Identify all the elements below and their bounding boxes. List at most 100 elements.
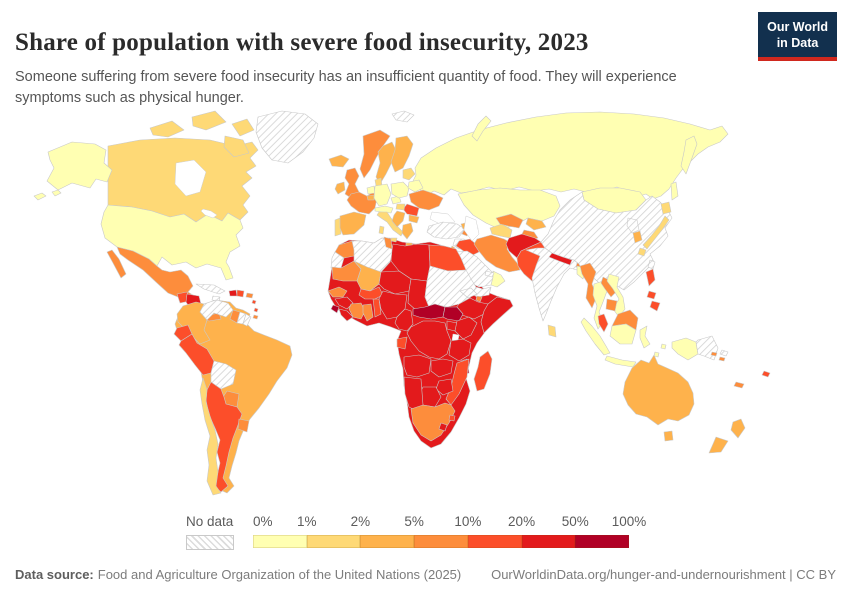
country-philippines[interactable] <box>645 268 661 312</box>
country-cameroon[interactable] <box>394 308 414 332</box>
country-poland[interactable] <box>390 181 410 199</box>
country-kyrgyzstan[interactable] <box>525 217 547 231</box>
country-sweden[interactable] <box>375 141 397 185</box>
country-netherlands[interactable] <box>366 185 376 195</box>
country-finland[interactable] <box>390 135 414 173</box>
caspian-sea <box>463 215 480 242</box>
country-zambia[interactable] <box>430 358 454 378</box>
owid-logo-line2: in Data <box>776 36 819 51</box>
country-sri-lanka[interactable] <box>547 324 557 338</box>
country-hungary[interactable] <box>395 203 406 211</box>
country-belarus[interactable] <box>407 179 424 193</box>
country-papua-new-guinea[interactable] <box>695 335 729 361</box>
country-mexico[interactable] <box>106 246 197 303</box>
country-greenland[interactable] <box>255 110 319 164</box>
country-ghana[interactable] <box>362 303 374 322</box>
footer-link[interactable]: OurWorldinData.org/hunger-and-undernouri… <box>491 567 836 582</box>
country-belgium[interactable] <box>366 194 375 201</box>
legend-bin-2-5%[interactable] <box>360 535 415 548</box>
country-uzbekistan[interactable] <box>495 213 524 229</box>
country-lesser-antilles[interactable] <box>251 299 259 313</box>
country-haiti[interactable] <box>228 289 238 297</box>
legend-bin-5-10%[interactable] <box>414 535 468 548</box>
country-myanmar[interactable] <box>579 262 598 309</box>
country-fiji[interactable] <box>761 370 771 378</box>
country-senegal-gambia[interactable] <box>327 286 348 298</box>
country-iceland[interactable] <box>328 154 350 168</box>
country-ukraine[interactable] <box>408 189 444 211</box>
country-kazakhstan[interactable] <box>457 187 561 230</box>
owid-logo[interactable]: Our World in Data <box>758 12 837 61</box>
country-venezuela[interactable] <box>199 299 234 321</box>
country-norway[interactable] <box>359 129 391 179</box>
country-tanzania[interactable] <box>448 338 472 362</box>
country-japan[interactable] <box>637 201 672 257</box>
country-portugal[interactable] <box>334 217 342 237</box>
country-niger[interactable] <box>378 270 412 295</box>
country-switzerland-austria[interactable] <box>374 205 394 214</box>
country-china[interactable] <box>540 191 673 291</box>
country-north-korea[interactable] <box>626 217 640 234</box>
country-new-caledonia[interactable] <box>733 381 745 389</box>
owid-logo-line1: Our World <box>767 20 828 34</box>
legend-tick-label: 2% <box>350 514 371 529</box>
country-australia[interactable] <box>622 354 695 442</box>
legend-tick-label: 20% <box>508 514 536 529</box>
country-eritrea[interactable] <box>459 287 478 299</box>
country-puerto-rico[interactable] <box>245 292 254 299</box>
legend-bin-20-50%[interactable] <box>521 535 576 548</box>
country-french-guiana[interactable] <box>242 313 252 327</box>
footer: Data source: Food and Agriculture Organiz… <box>15 567 836 582</box>
legend-bin-1-2%[interactable] <box>306 535 361 548</box>
country-kenya[interactable] <box>454 316 478 340</box>
country-sierra-leone[interactable] <box>330 304 340 314</box>
country-uruguay[interactable] <box>237 418 250 433</box>
legend-tick-label: 10% <box>454 514 482 529</box>
country-united-arab-emirates[interactable] <box>484 270 495 278</box>
country-dominican-republic[interactable] <box>236 289 245 298</box>
legend-no-data-swatch[interactable] <box>186 535 234 550</box>
country-gabon-congo[interactable] <box>396 336 408 350</box>
country-baltic-states[interactable] <box>402 167 416 181</box>
country-spain[interactable] <box>339 211 367 236</box>
country-bulgaria[interactable] <box>408 214 420 224</box>
country-cote-divoire[interactable] <box>348 302 366 320</box>
country-madagascar[interactable] <box>473 350 493 392</box>
country-south-korea[interactable] <box>632 230 643 244</box>
country-togo-benin[interactable] <box>372 298 382 318</box>
country-italy[interactable] <box>376 211 404 243</box>
legend-bin-50-100%[interactable] <box>575 535 630 548</box>
country-new-zealand[interactable] <box>708 418 746 454</box>
country-ireland[interactable] <box>334 181 346 195</box>
country-trinidad-and-tobago[interactable] <box>252 314 259 320</box>
country-somalia[interactable] <box>480 296 514 334</box>
country-cuba[interactable] <box>195 283 226 295</box>
legend-bin-10-20%[interactable] <box>467 535 522 548</box>
country-lesotho[interactable] <box>438 422 448 432</box>
country-bolivia[interactable] <box>210 360 237 390</box>
country-turkey[interactable] <box>426 221 466 240</box>
country-oman[interactable] <box>490 270 506 288</box>
country-liberia[interactable] <box>338 308 354 322</box>
country-svalbard[interactable] <box>391 110 415 123</box>
country-malaysia[interactable] <box>597 313 609 333</box>
country-balkans[interactable] <box>391 210 406 228</box>
country-cambodia[interactable] <box>605 298 618 312</box>
country-democratic-republic-of-congo[interactable] <box>406 320 452 360</box>
country-eswatini[interactable] <box>448 414 456 422</box>
legend-tick-label: 100% <box>611 514 647 529</box>
legend-tick-label: 5% <box>404 514 424 529</box>
legend-color-bar <box>253 535 630 548</box>
legend-bin-0-1%[interactable] <box>253 535 307 548</box>
country-djibouti[interactable] <box>475 295 483 303</box>
country-angola[interactable] <box>403 354 432 378</box>
data-source: Data source: Food and Agriculture Organiz… <box>15 567 461 582</box>
legend-no-data-label: No data <box>186 514 234 529</box>
country-germany[interactable] <box>373 183 392 207</box>
country-chile[interactable] <box>199 377 222 496</box>
country-taiwan[interactable] <box>647 259 656 270</box>
country-solomon-islands[interactable] <box>710 351 726 362</box>
country-burkina-faso[interactable] <box>358 286 384 300</box>
country-russia[interactable] <box>412 111 729 201</box>
